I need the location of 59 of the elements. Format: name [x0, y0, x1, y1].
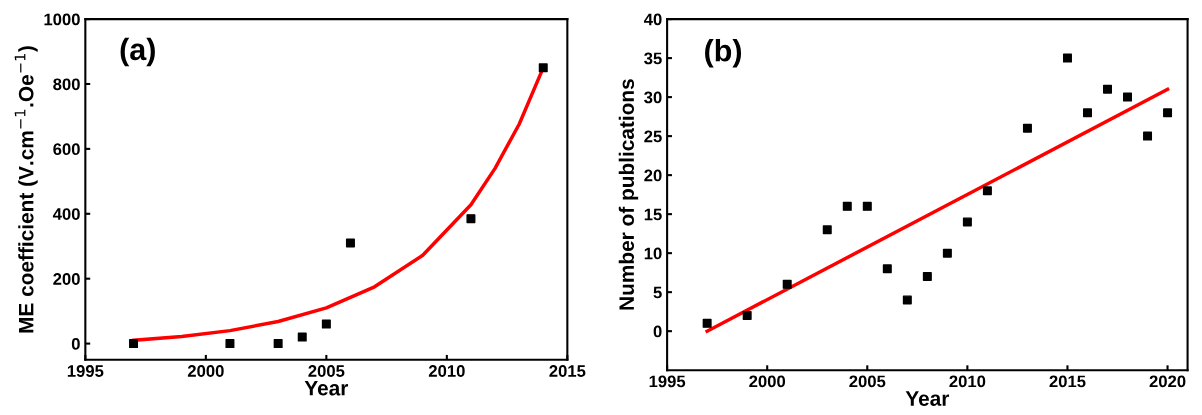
- y-tick-label: 30: [644, 91, 662, 104]
- y-tick-label: 20: [644, 169, 662, 182]
- point: [742, 311, 752, 321]
- point: [782, 279, 792, 289]
- point: [1062, 53, 1072, 63]
- x-axis-title: Year: [905, 391, 950, 406]
- x-tick-label: 1995: [67, 365, 104, 377]
- point: [822, 225, 832, 235]
- point: [702, 318, 712, 328]
- x-tick-label: 2015: [549, 365, 586, 377]
- point: [297, 332, 307, 342]
- y-tick-label: 25: [644, 130, 662, 143]
- point: [225, 339, 235, 349]
- point: [129, 339, 139, 349]
- x-tick-label: 2005: [308, 365, 345, 377]
- y-tick-label: 40: [643, 13, 662, 26]
- x-tick-label: 2000: [749, 375, 786, 388]
- y-tick-label: 400: [52, 208, 80, 220]
- point: [321, 319, 331, 329]
- y-axis-title: Number of publications: [618, 79, 639, 310]
- x-tick-label: 2000: [187, 365, 224, 377]
- point: [962, 217, 972, 227]
- y-tick-label: 5: [653, 286, 662, 299]
- point: [882, 264, 892, 274]
- point: [538, 63, 548, 73]
- point: [273, 339, 283, 349]
- point: [1082, 108, 1092, 118]
- x-tick-label: 2010: [428, 365, 465, 377]
- point: [922, 272, 932, 282]
- point: [942, 248, 952, 258]
- point: [1163, 108, 1173, 118]
- x-tick-label: 2020: [1149, 375, 1186, 388]
- y-tick-label: 800: [53, 78, 80, 91]
- x-tick-label: 2015: [1049, 375, 1086, 388]
- x-tick-label: 2005: [849, 375, 886, 388]
- x-axis-title: Year: [304, 380, 349, 396]
- point: [345, 238, 355, 248]
- annotation: (a): [120, 37, 155, 67]
- y-tick-label: 15: [644, 208, 662, 221]
- y-tick-label: 200: [53, 273, 80, 285]
- point: [1103, 84, 1113, 94]
- y-tick-label: 10: [644, 247, 662, 260]
- x-tick-label: 1995: [649, 375, 686, 388]
- point: [1123, 92, 1133, 102]
- y-tick-label: 600: [53, 143, 80, 156]
- y-tick-label: 0: [71, 337, 80, 350]
- point: [982, 186, 992, 196]
- y-tick-label: 35: [644, 52, 662, 65]
- y-tick-label: 0: [653, 325, 662, 338]
- point: [466, 214, 476, 224]
- point: [1022, 123, 1032, 133]
- point: [842, 201, 852, 211]
- point: [1143, 131, 1153, 141]
- point: [902, 295, 912, 305]
- y-axis-title: ME coefficient (V.cm$^{−1}$.Oe$^{−1}$): [14, 46, 38, 333]
- y-tick-label: 1000: [44, 13, 80, 26]
- x-tick-label: 2010: [949, 375, 986, 388]
- point: [862, 201, 872, 211]
- annotation: (b): [705, 39, 742, 68]
